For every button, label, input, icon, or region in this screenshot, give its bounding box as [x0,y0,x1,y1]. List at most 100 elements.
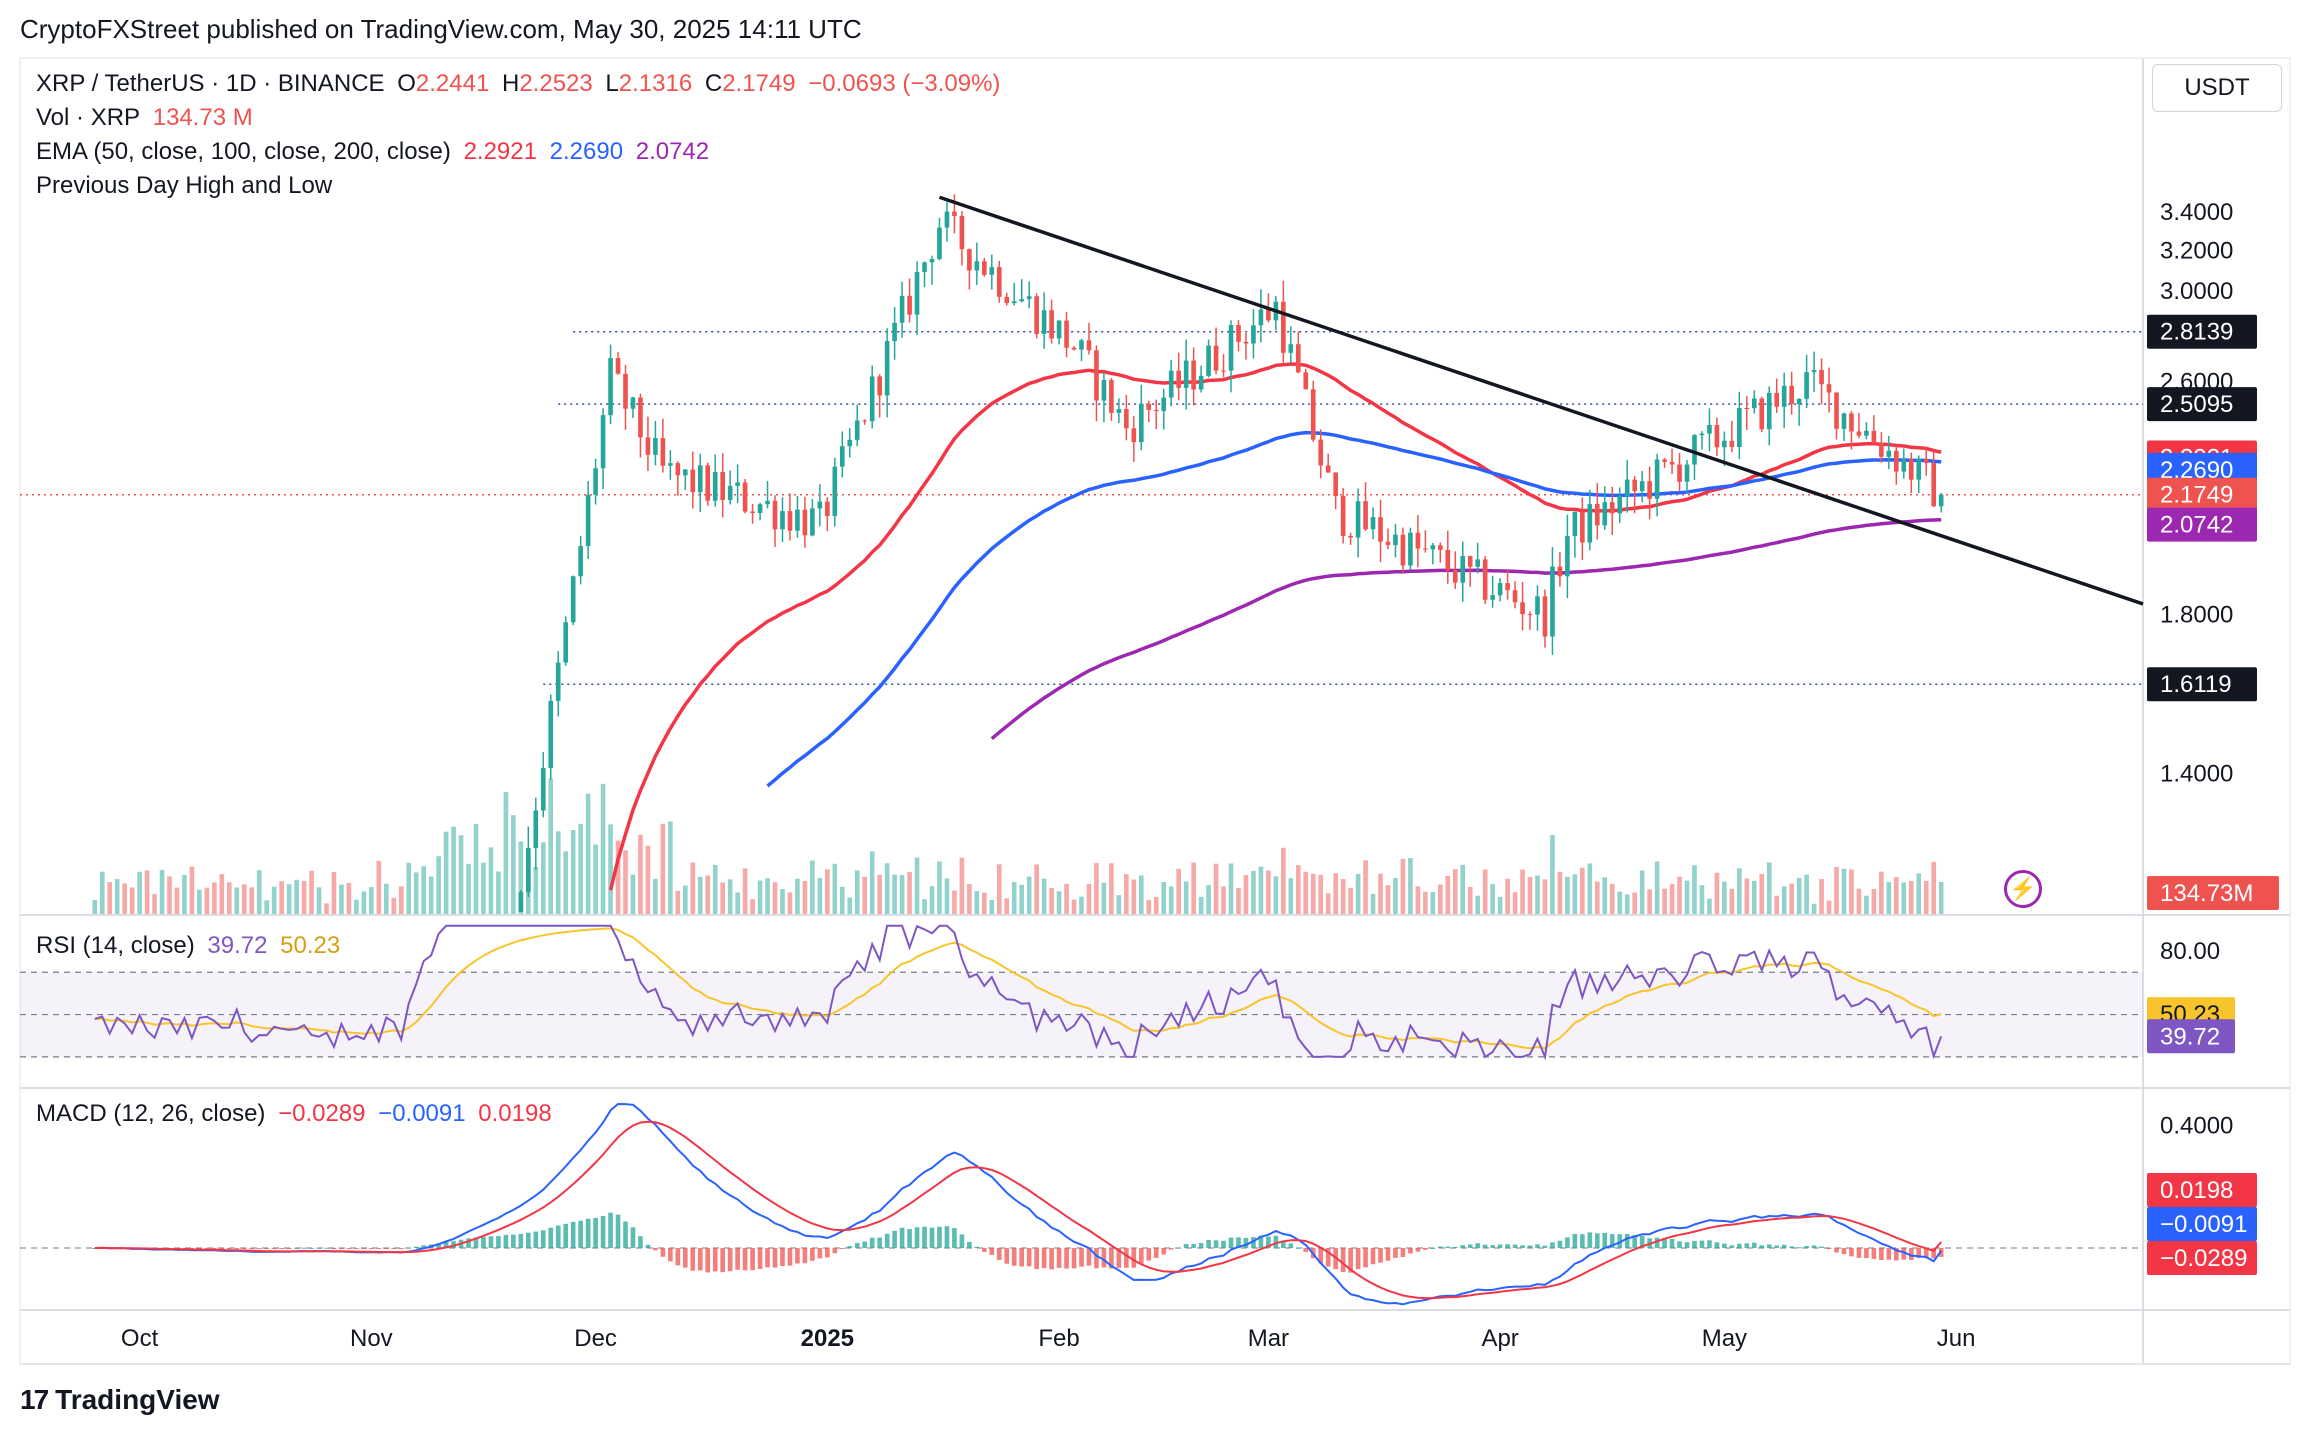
candle-body [533,810,539,848]
macd-histogram-bar [1191,1244,1196,1248]
candle-body [1221,370,1226,372]
macd-histogram-bar [1004,1248,1010,1264]
candle [578,535,583,585]
volume-bar [167,876,172,914]
candle-body [1452,570,1458,583]
candle [1086,322,1092,355]
candle-body [555,662,561,701]
candle [1295,331,1301,374]
candle [772,495,778,547]
candle [765,481,770,509]
main-legend: XRP / TetherUS · 1D · BINANCE O2.2441 H2… [36,70,1006,98]
volume-bar [1071,899,1077,914]
candle-body [1168,370,1174,398]
candle [1243,333,1249,360]
candle-body [675,463,681,476]
volume-bar [279,881,284,914]
macd-pane[interactable] [20,1102,2143,1306]
rsi-pane[interactable] [20,924,2143,1061]
volume-bar [1677,876,1682,914]
macd-histogram-bar [1602,1232,1608,1248]
descending-trendline [938,195,2144,606]
symbol-label[interactable]: XRP / TetherUS · 1D · BINANCE [36,70,385,97]
macd-histogram-bar [1624,1233,1630,1248]
macd-histogram-bar [585,1218,591,1248]
macd-histogram-bar [1729,1245,1735,1248]
rsi-label[interactable]: RSI (14, close) [36,932,195,959]
volume-bar [1408,857,1413,914]
candle-body [1355,501,1361,538]
lightning-icon[interactable]: ⚡ [2004,870,2042,908]
macd-histogram-bar [451,1241,456,1248]
volume-bar [727,879,733,914]
candle [1692,433,1697,481]
candle-body [668,463,673,466]
volume-bar [1049,887,1054,914]
volume-bar [1871,888,1877,914]
macd-label[interactable]: MACD (12, 26, close) [36,1100,266,1127]
candle [1310,380,1316,442]
candle [1094,345,1099,422]
candle [1430,542,1436,565]
volume-bar [1849,869,1854,914]
candle [1565,514,1570,599]
volume-bar [1288,878,1294,914]
macd-histogram-bar [907,1228,912,1248]
volume-bar [488,847,494,914]
volume-bar [406,862,412,914]
macd-histogram-bar [1856,1248,1862,1258]
currency-selector[interactable]: USDT [2152,64,2282,112]
candle-body [1213,345,1219,371]
candle-body [892,322,897,342]
volume-bar [1774,895,1780,914]
candle-body [1654,459,1660,499]
macd-histogram-bar [1901,1248,1907,1260]
pdhl-label[interactable]: Previous Day High and Low [36,172,333,199]
macd-histogram-bar [892,1230,897,1248]
macd-histogram-bar [1325,1248,1331,1267]
volume-bar [1355,873,1361,914]
ema-label[interactable]: EMA (50, close, 100, close, 200, close) [36,138,451,165]
volume-bar [458,835,464,914]
volume-label[interactable]: Vol · XRP [36,104,141,131]
macd-histogram-bar [1923,1248,1929,1257]
macd-histogram-bar [1251,1237,1256,1248]
volume-bar [1258,866,1264,914]
candle [1318,429,1324,479]
candle [1482,555,1488,605]
price-marker-label: 2.1749 [2160,482,2233,509]
volume-bar [1064,883,1069,914]
volume-bar [1318,874,1324,914]
candle-body [1871,430,1877,443]
macd-histogram-bar [967,1241,972,1248]
macd-marker-label: −0.0289 [2160,1245,2247,1272]
candle-body [1049,310,1054,339]
candle [1213,327,1219,375]
volume-bar [967,884,972,914]
volume-bar [1236,888,1241,914]
volume-bar [129,887,135,914]
volume-bar [496,871,501,914]
volume-bar [1183,881,1189,914]
macd-histogram-bar [189,1248,195,1249]
volume-bar [511,815,516,914]
tradingview-logo[interactable]: 17 TradingView [20,1384,220,1416]
volume-bar [996,864,1002,914]
candle-body [1789,385,1794,404]
volume-legend: Vol · XRP 134.73 M [36,104,259,132]
macd-histogram-bar [899,1227,905,1248]
volume-bar [1400,858,1406,914]
price-pane[interactable] [20,194,2144,914]
macd-histogram-bar [1804,1245,1809,1248]
candle-body [690,469,696,493]
macd-histogram-bar [1243,1237,1249,1248]
volume-bar [1026,876,1032,914]
volume-bar [839,886,845,914]
macd-histogram-bar [1034,1248,1039,1270]
candle-body [907,295,912,315]
macd-histogram-bar [1288,1243,1294,1248]
volume-bar [1124,874,1129,914]
candle-body [1908,459,1914,480]
price-markers: 2.81392.50952.29212.26902.174909:48:212.… [2147,314,2279,1275]
